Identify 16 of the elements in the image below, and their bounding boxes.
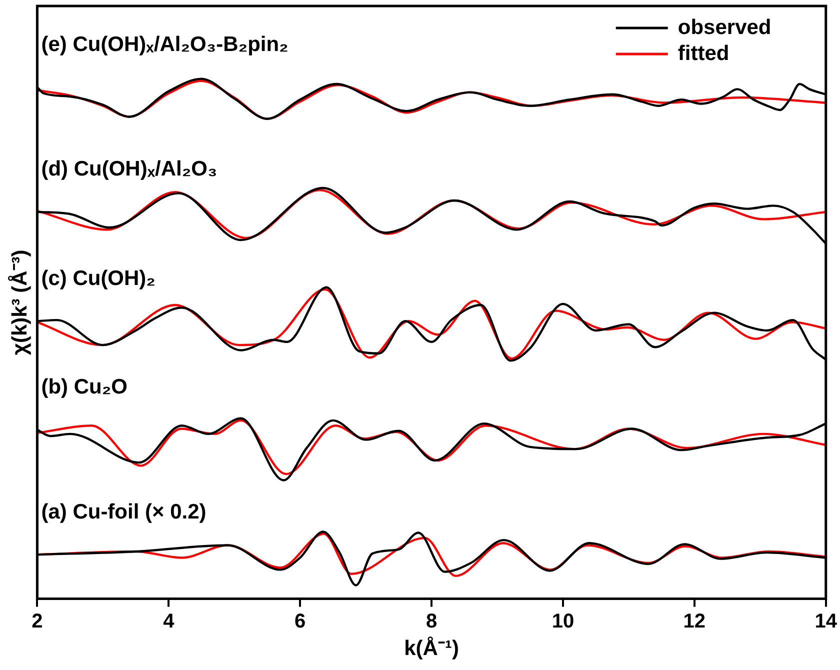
annotation: (a) Cu-foil (× 0.2): [41, 500, 206, 524]
x-tick-label: 10: [552, 610, 574, 632]
x-tick-label: 6: [294, 610, 306, 632]
x-tick-label: 4: [163, 610, 176, 632]
x-tick-label: 14: [814, 610, 838, 632]
x-tick-label: 2: [32, 610, 43, 632]
x-tick-label: 12: [683, 610, 706, 632]
x-axis-title: k(Å⁻¹): [404, 636, 459, 660]
annotation: (d) Cu(OH)ₓ/Al₂O₃: [41, 158, 218, 181]
x-tick-label: 8: [426, 610, 438, 632]
y-axis-title: χ(k)k³ (Å⁻³): [7, 250, 32, 356]
annotation: (b) Cu₂O: [41, 376, 128, 399]
text: (e) Cu(OH)ₓ/Al₂O₃-B₂pin₂: [41, 32, 288, 56]
legend-label: observed: [678, 16, 772, 39]
annotation: (c) Cu(OH)₂: [41, 266, 156, 290]
legend-label: fitted: [678, 42, 730, 65]
